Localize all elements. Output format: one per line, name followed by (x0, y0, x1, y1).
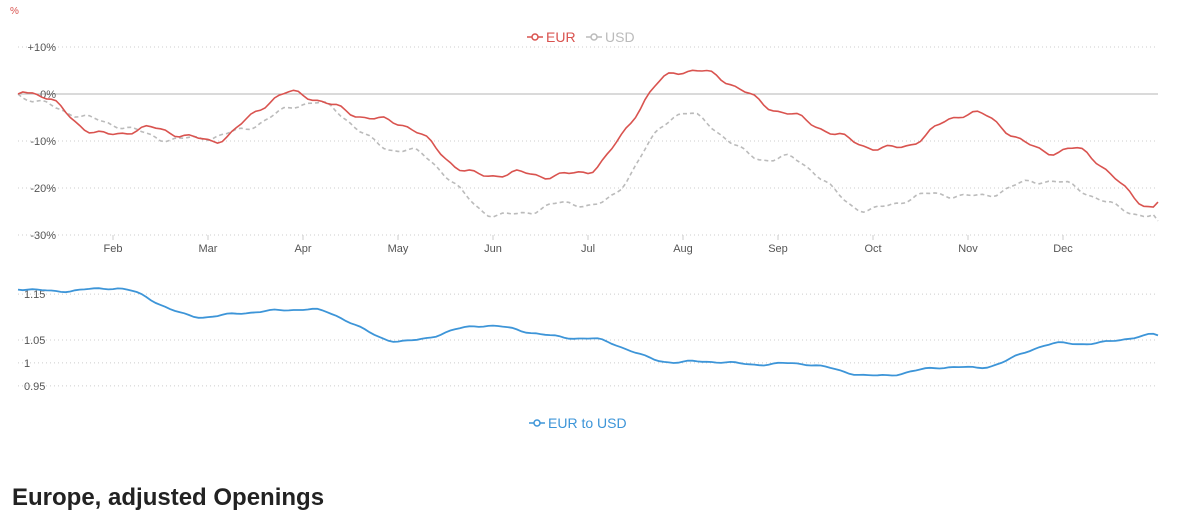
x-tick-label: Mar (199, 243, 218, 255)
legend-eur-marker-icon (532, 34, 538, 40)
x-tick-label: May (388, 243, 409, 255)
legend-eur-to-usd-marker-icon (534, 420, 540, 426)
section-heading: Europe, adjusted Openings (12, 484, 324, 512)
legend-item-eur-to-usd[interactable]: EUR to USD (529, 415, 627, 431)
legend-item-usd[interactable]: USD (586, 29, 635, 45)
bottom-y-tick-label: 0.95 (24, 381, 45, 393)
legend-item-eur[interactable]: EUR (527, 29, 576, 45)
top-y-tick-label: -20% (30, 183, 56, 195)
series-line-eur-to-usd (18, 288, 1158, 375)
legend-eur-to-usd-label: EUR to USD (548, 415, 627, 431)
bottom-chart-plot (18, 288, 1158, 375)
top-y-tick-label: -10% (30, 136, 56, 148)
x-tick-label: Jul (581, 243, 595, 255)
bottom-legend[interactable]: EUR to USD (529, 415, 627, 431)
top-legend[interactable]: EUR USD (527, 29, 635, 45)
top-chart-y-axis: +10%0%-10%-20%-30% (28, 42, 57, 242)
top-y-tick-label: -30% (30, 230, 56, 242)
series-line-usd (18, 94, 1158, 221)
bottom-chart-grid (18, 294, 1158, 386)
top-y-tick-label: +10% (28, 42, 57, 54)
series-line-eur (18, 70, 1158, 207)
bottom-y-tick-label: 1.05 (24, 335, 45, 347)
x-tick-label: Feb (104, 243, 123, 255)
x-tick-label: Sep (768, 243, 788, 255)
x-tick-label: Aug (673, 243, 693, 255)
legend-usd-marker-icon (591, 34, 597, 40)
top-chart-grid (18, 47, 1158, 235)
percent-unit-label: % (10, 6, 19, 17)
bottom-y-tick-label: 1 (24, 358, 30, 370)
x-tick-label: Oct (864, 243, 881, 255)
top-chart-x-axis: Feb Mar Apr May Jun Jul Aug Sep Oct Nov Dec (104, 235, 1074, 255)
legend-eur-label: EUR (546, 29, 576, 45)
x-tick-label: Jun (484, 243, 502, 255)
top-chart-plot (18, 66, 1158, 221)
x-tick-label: Nov (958, 243, 978, 255)
x-tick-label: Apr (294, 243, 311, 255)
x-tick-label: Dec (1053, 243, 1073, 255)
legend-usd-label: USD (605, 29, 635, 45)
